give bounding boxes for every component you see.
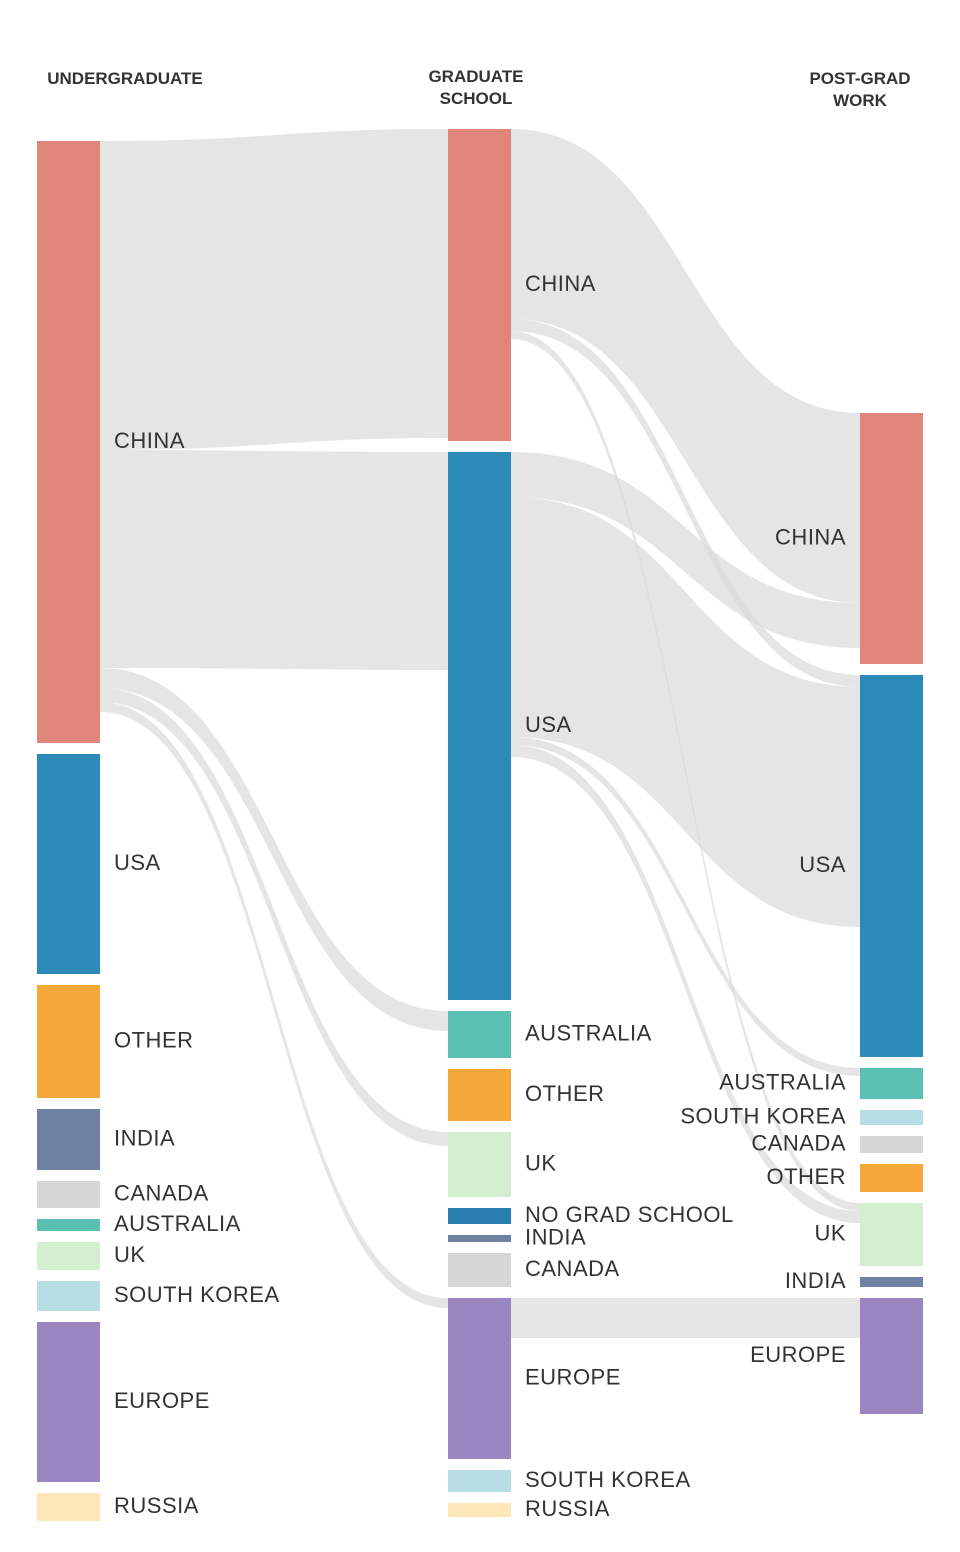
flow — [100, 702, 448, 1308]
node-label: CANADA — [114, 1180, 209, 1205]
node-bar — [860, 1203, 923, 1266]
node-label: UK — [814, 1220, 846, 1245]
node-label: EUROPE — [525, 1364, 621, 1389]
flow — [100, 668, 448, 1031]
node-bar — [37, 1219, 100, 1231]
node-bar — [37, 1322, 100, 1482]
node-bar — [860, 1110, 923, 1125]
node-label: AUSTRALIA — [114, 1211, 241, 1236]
node-label: AUSTRALIA — [525, 1020, 652, 1045]
node-label: CHINA — [114, 428, 185, 453]
node-bar — [860, 413, 923, 664]
column-title: GRADUATE SCHOOL — [428, 67, 524, 108]
flow — [511, 319, 860, 687]
node-label: USA — [525, 712, 572, 737]
column-title: POST-GRAD WORK — [809, 69, 911, 110]
node-bar — [860, 1136, 923, 1153]
node-label: SOUTH KOREA — [525, 1467, 691, 1492]
node-bar — [448, 129, 511, 441]
column-title: UNDERGRADUATE — [47, 69, 203, 88]
node-bar — [37, 1493, 100, 1521]
node-label: OTHER — [114, 1027, 194, 1052]
node-bar — [860, 1164, 923, 1192]
node-bar — [448, 1298, 511, 1459]
node-label: EUROPE — [114, 1388, 210, 1413]
node-label: RUSSIA — [114, 1493, 199, 1518]
node-label: UK — [114, 1242, 146, 1267]
node-label: RUSSIA — [525, 1496, 610, 1521]
node-label: USA — [114, 850, 161, 875]
node-label: OTHER — [767, 1164, 847, 1189]
flow — [511, 1298, 860, 1338]
node-label: AUSTRALIA — [719, 1069, 846, 1094]
flow — [100, 129, 448, 450]
node-bar — [448, 1235, 511, 1242]
flow — [511, 129, 860, 603]
flow — [511, 452, 860, 648]
node-label: CHINA — [775, 524, 846, 549]
node-label: USA — [799, 852, 846, 877]
node-label: EUROPE — [750, 1342, 846, 1367]
node-bar — [448, 452, 511, 1000]
node-bar — [448, 1069, 511, 1121]
node-label: SOUTH KOREA — [680, 1103, 846, 1128]
flow — [511, 737, 860, 1076]
node-label: SOUTH KOREA — [114, 1282, 280, 1307]
node-bar — [860, 1277, 923, 1287]
flow — [511, 745, 860, 1223]
node-label: INDIA — [114, 1125, 175, 1150]
node-label: UK — [525, 1150, 557, 1175]
node-bar — [448, 1470, 511, 1492]
node-label: INDIA — [525, 1224, 586, 1249]
node-label: CHINA — [525, 271, 596, 296]
node-bar — [448, 1253, 511, 1287]
node-bar — [37, 1281, 100, 1311]
node-bar — [37, 985, 100, 1098]
flow — [100, 450, 448, 670]
node-label: INDIA — [785, 1268, 846, 1293]
flow — [511, 497, 860, 927]
node-bar — [37, 1242, 100, 1270]
node-bar — [860, 675, 923, 1057]
node-bar — [37, 1181, 100, 1208]
node-bar — [37, 754, 100, 974]
flow — [100, 688, 448, 1146]
node-bar — [448, 1503, 511, 1517]
node-bar — [448, 1011, 511, 1058]
node-bar — [448, 1208, 511, 1224]
node-label: NO GRAD SCHOOL — [525, 1202, 734, 1227]
node-label: CANADA — [751, 1130, 846, 1155]
node-label: OTHER — [525, 1081, 605, 1106]
node-bar — [448, 1132, 511, 1197]
node-bar — [860, 1068, 923, 1099]
node-label: CANADA — [525, 1256, 620, 1281]
node-bar — [37, 1109, 100, 1170]
node-bar — [37, 141, 100, 743]
node-bar — [860, 1298, 923, 1414]
